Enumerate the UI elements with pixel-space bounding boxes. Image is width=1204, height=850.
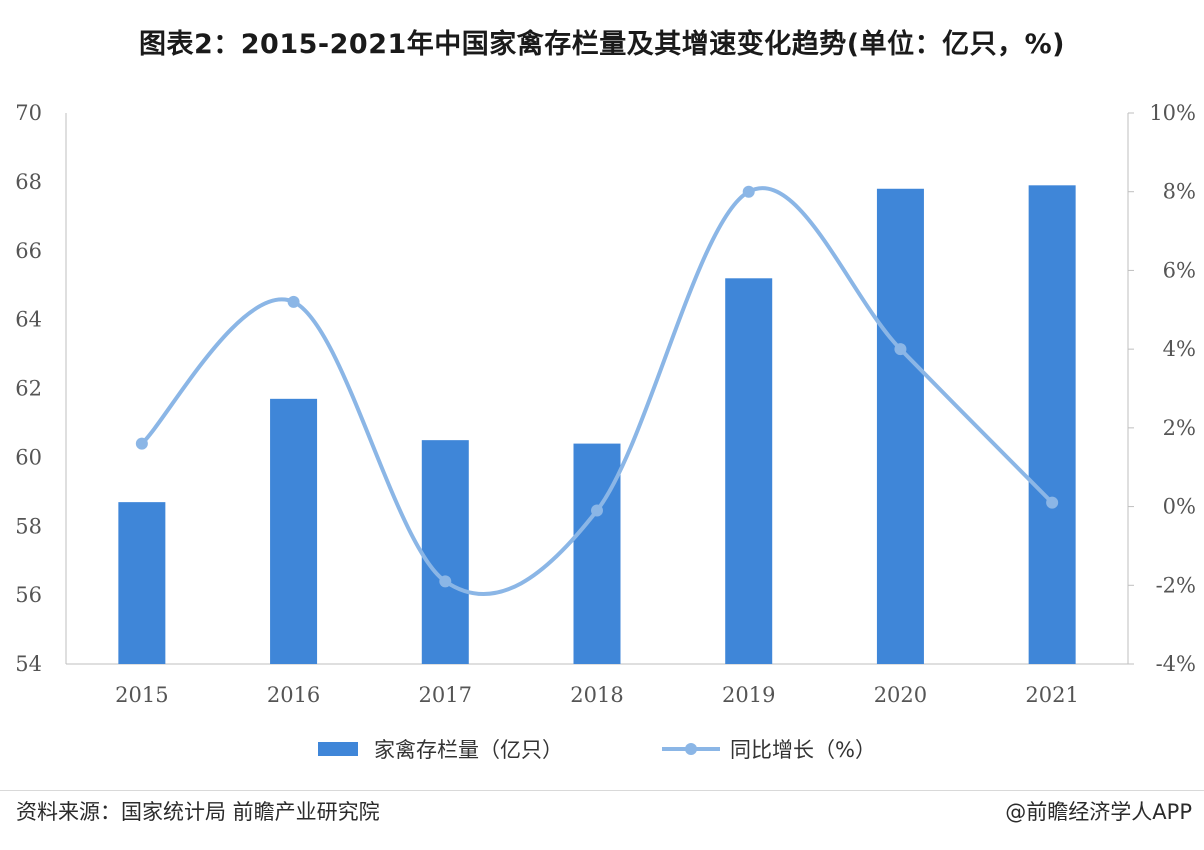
- left-tick-label: 60: [15, 445, 42, 469]
- right-tick-label: -4%: [1156, 652, 1196, 676]
- legend-line-marker: [685, 743, 697, 755]
- bar: [421, 440, 469, 664]
- left-tick-label: 58: [15, 514, 42, 538]
- right-tick-label: 8%: [1163, 180, 1196, 204]
- line-point: [135, 437, 148, 450]
- left-tick-label: 64: [15, 308, 42, 332]
- source-note: 资料来源：国家统计局 前瞻产业研究院: [16, 800, 380, 824]
- x-axis-ticks: 2015 2016 2017 2018 2019 2020 2021: [115, 683, 1079, 707]
- x-tick-label: 2016: [267, 683, 320, 707]
- left-tick-label: 70: [15, 101, 42, 125]
- legend-bar-label: 家禽存栏量（亿只）: [374, 738, 563, 762]
- line-point: [1046, 496, 1059, 509]
- credit-label: @前瞻经济学人APP: [1005, 800, 1192, 824]
- chart-title: 图表2：2015-2021年中国家禽存栏量及其增速变化趋势(单位：亿只，%): [138, 29, 1066, 60]
- left-tick-label: 68: [15, 170, 42, 194]
- x-tick-label: 2017: [419, 683, 472, 707]
- left-axis-ticks: 54 56 58 60 62 64 66 68 70: [15, 101, 42, 676]
- x-tick-label: 2019: [722, 683, 775, 707]
- line-point: [894, 343, 907, 356]
- line-series: [135, 185, 1059, 597]
- x-tick-label: 2021: [1025, 683, 1078, 707]
- chart-plot: 54 56 58 60 62 64 66 68 70 -4% -2% 0% 2% 4% 6% 8% 10% 2…: [15, 101, 1196, 762]
- left-tick-label: 62: [15, 377, 42, 401]
- right-tick-label: 2%: [1163, 416, 1196, 440]
- left-tick-label: 66: [15, 239, 42, 263]
- right-tick-label: -2%: [1156, 573, 1196, 597]
- chart-legend: 家禽存栏量（亿只） 同比增长（%）: [318, 738, 876, 762]
- bar: [876, 188, 924, 664]
- right-tick-label: 0%: [1163, 495, 1196, 519]
- bar: [725, 278, 773, 664]
- legend-line-label: 同比增长（%）: [730, 738, 876, 762]
- line-point: [591, 504, 603, 517]
- right-axis-ticks: -4% -2% 0% 2% 4% 6% 8% 10%: [1128, 101, 1196, 676]
- right-tick-label: 10%: [1149, 101, 1196, 125]
- line-point: [742, 185, 755, 198]
- bar-series: [118, 185, 1076, 664]
- left-tick-label: 54: [15, 652, 42, 676]
- x-tick-label: 2018: [570, 683, 623, 707]
- line-point: [439, 575, 452, 588]
- line-point: [287, 295, 300, 308]
- footer-divider: [0, 790, 1204, 791]
- bar: [270, 398, 318, 664]
- x-tick-label: 2020: [874, 683, 927, 707]
- bar: [118, 502, 166, 664]
- right-tick-label: 4%: [1163, 337, 1196, 361]
- x-tick-label: 2015: [115, 683, 168, 707]
- legend-bar-swatch: [318, 742, 358, 756]
- left-tick-label: 56: [15, 583, 42, 607]
- bar: [1028, 185, 1076, 664]
- right-tick-label: 6%: [1163, 258, 1196, 282]
- bar: [573, 443, 621, 664]
